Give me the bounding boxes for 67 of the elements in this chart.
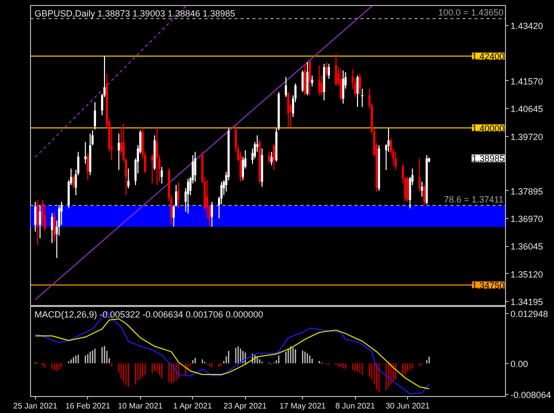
y-tick-label: 1.40645 xyxy=(510,104,544,114)
candlestick xyxy=(177,181,180,209)
y-tick-label: 1.39720 xyxy=(510,132,544,142)
ref-line-label: 78.6 = 1.37411 xyxy=(444,194,504,204)
x-tick-label: 10 Mar 2021 xyxy=(118,402,164,410)
candlestick xyxy=(36,199,39,246)
x-tick-label: 16 Feb 2021 xyxy=(65,402,111,410)
candlestick xyxy=(272,144,276,171)
ref-line-label: 1.40000 xyxy=(472,123,505,134)
y-tick-label: 0.00 xyxy=(510,358,528,369)
candlestick xyxy=(72,174,75,189)
candlestick xyxy=(340,68,342,101)
candlestick xyxy=(423,184,426,206)
candlestick xyxy=(194,151,196,182)
annotation: 1.38985 xyxy=(472,154,505,164)
candlestick xyxy=(94,102,96,130)
candlestick xyxy=(304,63,306,96)
y-tick-label: 1.34195 xyxy=(510,297,544,308)
candlestick xyxy=(287,91,290,128)
x-tick-label: 1 Apr 2021 xyxy=(173,402,212,410)
y-tick-label: 1.36045 xyxy=(510,242,544,252)
candlestick xyxy=(311,75,314,87)
x-tick-label: 30 Jun 2021 xyxy=(386,402,430,410)
candlestick xyxy=(302,70,304,92)
y-tick-label: 1.36970 xyxy=(510,214,544,224)
candlestick xyxy=(270,151,273,166)
y-tick-label: 1.43420 xyxy=(510,21,544,32)
candlestick xyxy=(151,154,154,184)
y-tick-label: 1.37895 xyxy=(510,186,544,196)
candlestick xyxy=(356,75,359,108)
candlestick xyxy=(334,53,338,86)
candlestick xyxy=(50,212,54,244)
candlestick xyxy=(358,73,361,96)
x-tick-label: 23 Apr 2021 xyxy=(224,402,268,410)
candlestick xyxy=(328,63,330,80)
candlestick xyxy=(306,62,308,96)
candlestick xyxy=(186,178,190,214)
candlestick xyxy=(34,201,36,232)
ref-line-label: 1.42400 xyxy=(472,52,505,62)
ref-line-label: 100.0 = 1.43650 xyxy=(438,8,504,18)
x-tick-label: 17 May 2021 xyxy=(279,402,326,410)
candlestick xyxy=(118,133,120,171)
y-tick-label: -0.008064 xyxy=(510,390,552,400)
candlestick xyxy=(342,70,344,104)
candlestick xyxy=(210,201,213,228)
x-tick-label: 8 Jun 2021 xyxy=(335,402,376,410)
ref-line-label: 1.34750 xyxy=(472,280,505,290)
candlestick xyxy=(86,152,89,181)
candlestick xyxy=(308,60,311,96)
chart-title: GBPUSD,Daily 1.38873 1.39003 1.38846 1.38985 xyxy=(34,8,236,18)
candlestick xyxy=(84,141,86,164)
candlestick xyxy=(318,64,320,96)
candlestick xyxy=(284,76,287,98)
y-tick-label: 1.41570 xyxy=(510,76,544,86)
candlestick xyxy=(41,199,44,228)
candlestick xyxy=(156,127,158,186)
x-tick-label: 25 Jan 2021 xyxy=(13,402,58,410)
candlestick xyxy=(325,62,328,78)
candlestick xyxy=(418,158,421,192)
candlestick xyxy=(38,204,42,239)
candlestick xyxy=(268,151,270,164)
candlestick xyxy=(394,151,397,171)
y-tick-label: 0.012948 xyxy=(510,308,548,319)
candlestick xyxy=(406,176,409,202)
candlestick xyxy=(53,211,56,242)
y-tick-label: 1.35120 xyxy=(510,269,544,280)
candlestick xyxy=(160,166,163,184)
